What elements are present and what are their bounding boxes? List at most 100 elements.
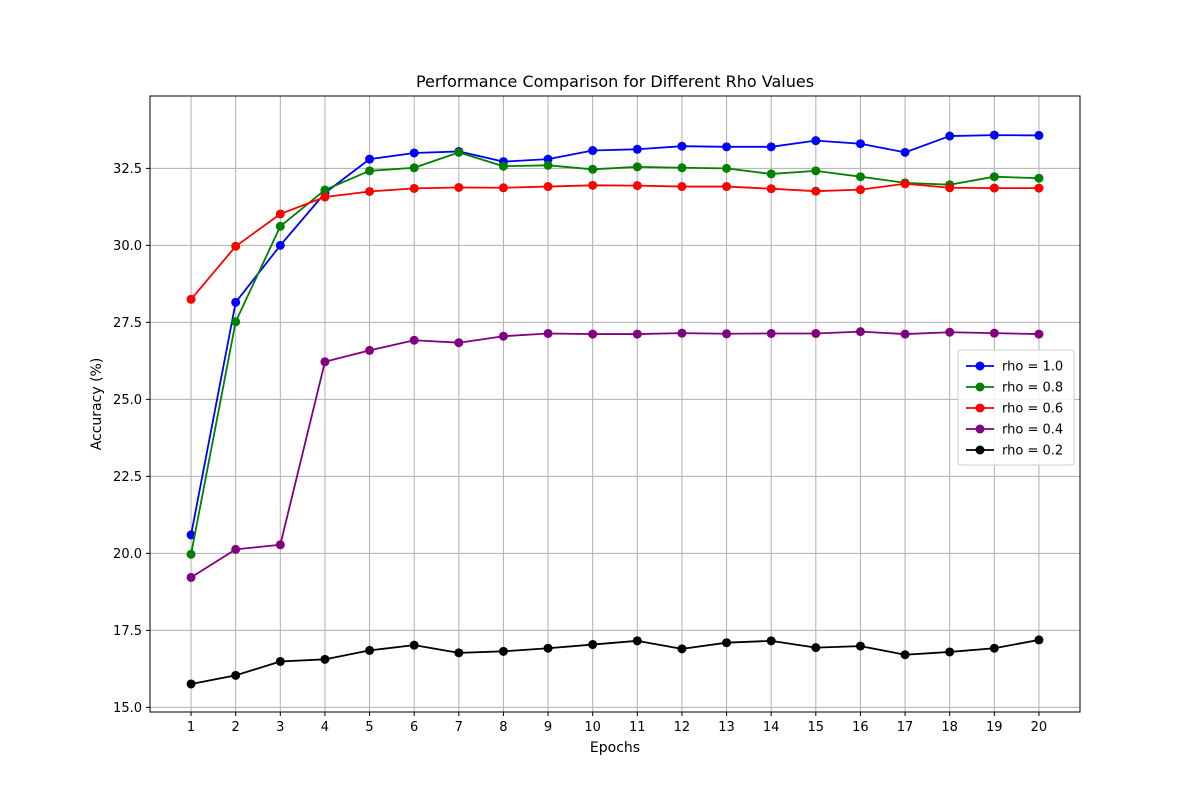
legend-marker: [975, 361, 985, 371]
data-point: [945, 183, 955, 193]
x-tick-label: 19: [986, 720, 1003, 735]
series-line-rho-0-4: [190, 330, 1039, 579]
data-point: [275, 656, 285, 666]
data-point: [543, 328, 553, 338]
data-point: [900, 329, 910, 339]
data-point: [811, 643, 821, 653]
legend-label: rho = 0.6: [1002, 402, 1063, 417]
x-tick-label: 7: [455, 720, 463, 735]
x-tick-label: 13: [718, 720, 735, 735]
data-point: [409, 640, 419, 650]
data-point: [409, 335, 419, 345]
data-point: [186, 572, 196, 582]
data-point: [498, 183, 508, 193]
x-tick-label: 5: [365, 720, 373, 735]
data-point: [722, 182, 732, 192]
data-point: [588, 180, 598, 190]
data-point: [543, 154, 553, 164]
x-tick-label: 8: [499, 720, 507, 735]
data-point: [543, 160, 553, 170]
data-point: [632, 181, 642, 191]
data-point: [454, 147, 464, 157]
legend-marker: [975, 382, 985, 392]
data-point: [1034, 183, 1044, 193]
data-point: [766, 636, 776, 646]
data-point: [1034, 130, 1044, 140]
data-point: [320, 654, 330, 664]
data-point: [766, 142, 776, 152]
data-point: [677, 141, 687, 151]
data-point: [186, 679, 196, 689]
data-point: [543, 182, 553, 192]
data-point: [320, 192, 330, 202]
data-point: [1034, 173, 1044, 183]
data-point: [320, 357, 330, 367]
legend-marker: [975, 403, 985, 413]
data-point: [945, 327, 955, 337]
x-tick-label: 15: [808, 720, 825, 735]
y-tick-label: 17.5: [113, 624, 142, 639]
data-point: [945, 131, 955, 141]
data-point: [855, 327, 865, 337]
x-tick-label: 14: [763, 720, 780, 735]
data-point: [231, 297, 241, 307]
data-point: [186, 549, 196, 559]
legend-label: rho = 0.8: [1002, 381, 1063, 396]
data-point: [588, 640, 598, 650]
data-point: [454, 182, 464, 192]
data-point: [855, 185, 865, 195]
data-point: [632, 144, 642, 154]
legend-marker: [975, 445, 985, 455]
data-point: [454, 648, 464, 658]
data-point: [275, 240, 285, 250]
data-point: [722, 142, 732, 152]
data-point: [365, 345, 375, 355]
data-point: [1034, 635, 1044, 645]
data-point: [855, 641, 865, 651]
legend-box: [957, 349, 1075, 466]
data-point: [632, 329, 642, 339]
data-point: [811, 328, 821, 338]
data-point: [409, 163, 419, 173]
data-point: [498, 646, 508, 656]
x-tick-label: 12: [674, 720, 691, 735]
data-point: [722, 329, 732, 339]
data-point: [320, 185, 330, 195]
data-point: [186, 294, 196, 304]
data-point: [275, 540, 285, 550]
data-point: [365, 186, 375, 196]
data-point: [677, 328, 687, 338]
legend-label: rho = 0.4: [1002, 423, 1063, 438]
x-axis-label: Epochs: [590, 740, 640, 756]
data-point: [454, 338, 464, 348]
data-point: [766, 184, 776, 194]
legend-marker: [975, 424, 985, 434]
series-line-rho-0-6: [190, 182, 1039, 300]
y-tick-label: 30.0: [113, 239, 142, 254]
data-point: [722, 638, 732, 648]
x-tick-label: 17: [897, 720, 914, 735]
y-axis-label: Accuracy (%): [89, 358, 105, 451]
legend-label: rho = 1.0: [1002, 360, 1063, 375]
data-point: [900, 147, 910, 157]
y-tick-label: 27.5: [113, 316, 142, 331]
data-point: [409, 148, 419, 158]
x-tick-label: 10: [584, 720, 601, 735]
data-point: [365, 645, 375, 655]
x-tick-label: 3: [276, 720, 284, 735]
tick-layer: 1 2 3 4 5 6 7 8 9 10 11 12 13 14 15 16 17 18 19 2015.017.52…: [113, 162, 1047, 735]
data-point: [231, 544, 241, 554]
data-point: [722, 163, 732, 173]
y-tick-label: 15.0: [113, 701, 142, 716]
data-point: [588, 164, 598, 174]
y-tick-label: 25.0: [113, 393, 142, 408]
x-tick-label: 9: [544, 720, 552, 735]
x-tick-label: 11: [629, 720, 646, 735]
y-tick-label: 22.5: [113, 470, 142, 485]
data-point: [231, 317, 241, 327]
data-point: [900, 179, 910, 189]
data-point: [900, 650, 910, 660]
x-tick-label: 16: [852, 720, 869, 735]
